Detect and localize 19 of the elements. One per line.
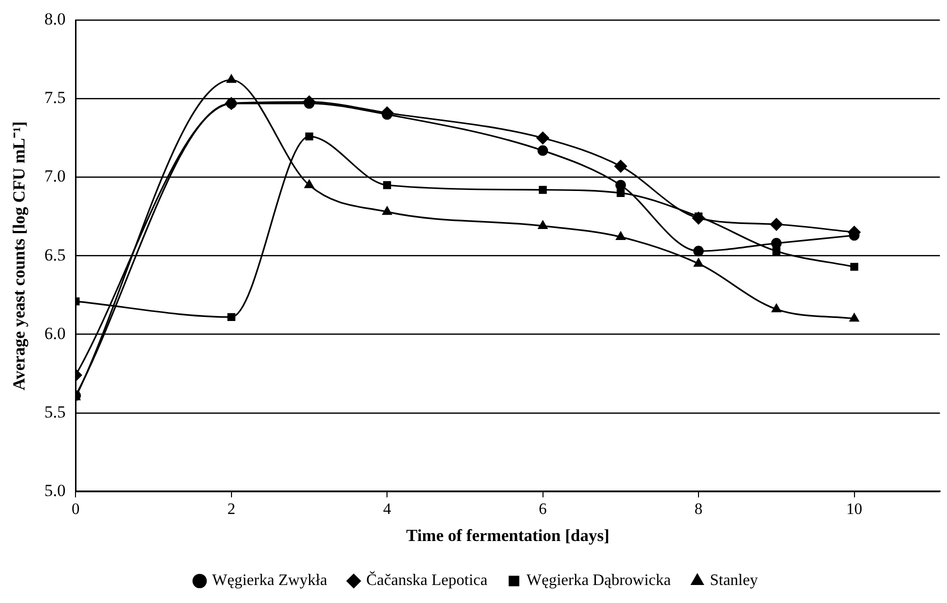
- legend-label: Węgierka Dąbrowicka: [526, 572, 671, 590]
- x-tick-label: 4: [383, 501, 392, 518]
- legend-label: Węgierka Zwykła: [212, 572, 328, 590]
- x-tick-label: 6: [538, 501, 547, 518]
- x-tick-label: 0: [72, 501, 80, 518]
- legend-label: Stanley: [710, 572, 758, 590]
- y-tick-label: 7.0: [44, 166, 66, 186]
- y-tick-label: 5.0: [44, 480, 66, 500]
- y-tick-label: 5.5: [44, 402, 66, 422]
- y-tick-label: 6.0: [44, 324, 66, 343]
- y-tick-label: 8.0: [44, 10, 66, 29]
- legend-label: Čačanska Lepotica: [366, 571, 488, 590]
- y-tick-label: 6.5: [44, 245, 66, 264]
- y-tick-label: 7.5: [44, 88, 66, 108]
- x-tick-label: 10: [846, 501, 862, 518]
- x-axis-title: Time of fermentation [days]: [406, 526, 610, 546]
- x-tick-label: 2: [227, 501, 236, 518]
- x-tick-label: 8: [694, 501, 703, 518]
- y-axis-title: Average yeast counts [log CFU mL⁻¹]: [10, 121, 29, 390]
